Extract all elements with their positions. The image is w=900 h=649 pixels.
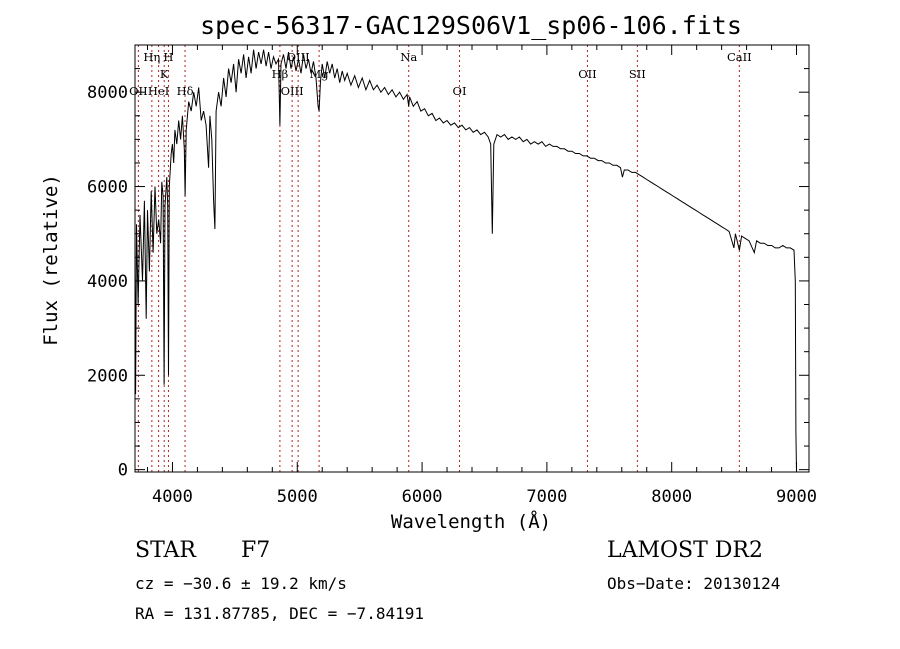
line-label: Na [400,50,417,64]
line-label: OI [453,84,467,98]
line-label: CaII [727,50,752,64]
line-label: Hβ [272,67,289,81]
x-tick-label: 7000 [526,487,567,507]
plot-frame [134,44,810,473]
line-markers [137,45,740,472]
line-label: OII [578,67,597,81]
line-label: OIII [287,50,310,64]
x-tick-label: 5000 [277,487,318,507]
y-axis-label: Flux (relative) [40,174,62,346]
line-label: Hη [143,50,160,64]
x-tick-label: 4000 [152,487,193,507]
x-axis-label: Wavelength (Å) [391,510,551,533]
y-tick-label: 0 [118,461,128,481]
line-label: H [163,50,173,64]
y-tick-label: 2000 [87,366,128,386]
line-label: SII [629,67,646,81]
line-label: OIII [281,84,304,98]
survey-name: LAMOST DR2 [607,538,763,563]
chart-title: spec-56317-GAC129S06V1_sp06-106.fits [200,11,742,40]
x-tick-label: 8000 [651,487,692,507]
line-label: HeI [148,84,169,98]
object-class: STAR [135,538,196,563]
x-tick-label: 9000 [776,487,817,507]
y-tick-label: 4000 [87,272,128,292]
y-tick-label: 8000 [87,83,128,103]
y-axis-ticks: 0 2000 4000 6000 8000 [87,68,809,481]
x-axis-ticks: 4000 5000 6000 7000 8000 9000 [146,45,817,507]
redshift-cz: cz = −30.6 ± 19.2 km/s [135,574,347,593]
object-subclass: F7 [241,538,271,563]
ra-dec: RA = 131.87785, DEC = −7.84191 [135,604,424,623]
line-label: K [160,67,169,81]
line-label: Hδ [177,84,194,98]
spectrum-line [134,49,797,473]
y-tick-label: 6000 [87,178,128,198]
line-label: OII [129,84,148,98]
line-label: Mg [310,67,330,81]
obs-date: Obs−Date: 20130124 [607,574,781,593]
x-tick-label: 6000 [402,487,443,507]
